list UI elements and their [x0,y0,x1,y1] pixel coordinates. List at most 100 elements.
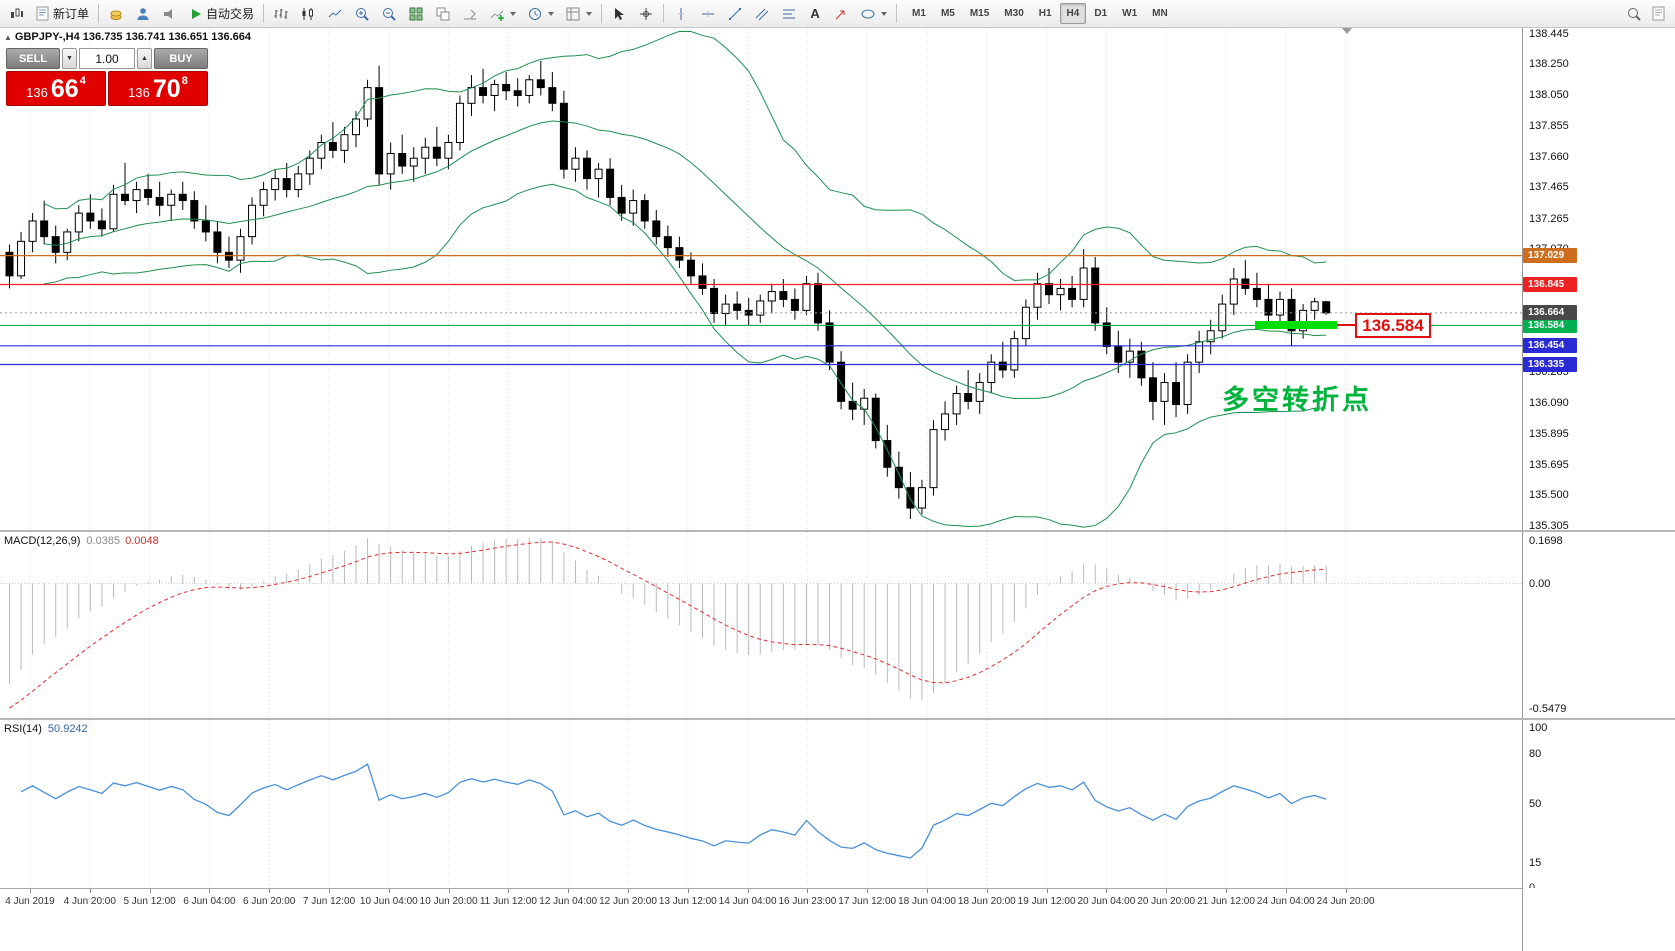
new-chart-button[interactable] [4,2,30,25]
price-scale-label: 137.465 [1529,181,1569,194]
new-order-button[interactable]: 新订单 [31,2,94,25]
scale-corner [1522,888,1675,951]
price-scale-label: 138.050 [1529,89,1569,102]
sell-quote[interactable]: 136 66 4 [6,71,106,106]
line-chart-icon [327,6,343,22]
sell-price-sup: 4 [79,75,86,87]
rsi-scale-label: 80 [1529,747,1542,760]
template-grid-icon [565,6,581,22]
time-axis-tick [1106,889,1108,893]
fibonacci-button[interactable] [776,2,802,25]
search-button[interactable] [1621,2,1647,25]
autotrading-play-icon [189,7,203,21]
volume-input[interactable]: 1.00 [79,48,135,69]
timeframe-d1[interactable]: D1 [1094,8,1108,19]
tile-windows-button[interactable] [403,2,429,25]
macd-scale-label: 0.00 [1529,577,1551,590]
price-scale-label: 135.895 [1529,427,1569,440]
time-axis-label: 4 Jun 2019 [5,896,55,907]
price-tag[interactable]: 136.335 [1523,356,1577,372]
rsi-scale: 100 80 50 15 0 [1522,720,1675,888]
help-button[interactable] [1647,2,1671,25]
price-tag[interactable]: 136.454 [1523,338,1577,354]
time-axis-label: 5 Jun 12:00 [123,896,176,907]
price-tag[interactable]: 136.584 [1523,317,1577,333]
time-axis-label: 7 Jun 12:00 [302,896,356,907]
timeframe-m30[interactable]: M30 [1004,8,1024,19]
cursor-button[interactable] [606,2,632,25]
time-axis-label: 24 Jun 04:00 [1256,896,1315,907]
macd-scale-label: 0.1698 [1529,535,1563,547]
timeframe-m15[interactable]: M15 [969,8,990,19]
cursor-icon [611,6,627,22]
timeframe-m1[interactable]: M1 [912,8,926,19]
price-scale-label: 137.265 [1529,212,1569,225]
price-chart[interactable] [0,28,1522,530]
symbol-marker-icon: ▲ [4,33,12,42]
trendline-button[interactable] [722,2,748,25]
auto-arrange-button[interactable] [430,2,456,25]
macd-chart[interactable] [0,532,1522,718]
bid-price-tag[interactable]: 136.664 [1523,305,1577,321]
crosshair-button[interactable] [633,2,659,25]
time-axis-tick [329,889,330,893]
shapes-button[interactable] [855,2,892,25]
indicators-button[interactable] [484,2,521,25]
vertical-line-button[interactable] [668,2,694,25]
buy-price-prefix: 136 [128,85,150,100]
turning-point-annotation-text[interactable]: 多空转折点 [1222,385,1372,415]
symbol-info: ▲ GBPJPY-,H4 136.735 136.741 136.651 136.… [4,31,251,43]
chart-shift-marker[interactable] [1342,28,1352,34]
price-tag[interactable]: 137.029 [1523,248,1577,264]
timeframe-h4[interactable]: H4 [1059,3,1087,24]
timeframe-bar: M1 M5 M15 M30 H1 H4 D1 W1 MN [905,3,1175,24]
grid-layer [29,720,1347,888]
annotation-leader-line [1337,324,1355,326]
volume-increase-button[interactable]: ▲ [137,48,152,69]
channel-button[interactable] [749,2,775,25]
sell-button[interactable]: SELL [6,48,60,69]
panel-separator[interactable] [0,530,1675,532]
help-doc-icon [1652,6,1666,22]
buy-price-big: 70 [152,75,181,103]
periods-button[interactable] [522,2,559,25]
time-axis-label: 18 Jun 20:00 [957,896,1016,907]
time-axis[interactable]: 4 Jun 2019 4 Jun 20:00 5 Jun 12:00 6 Jun 04… [0,888,1522,951]
candlestick-chart-button[interactable] [295,2,321,25]
terminal-button[interactable] [157,2,183,25]
price-tag[interactable]: 136.845 [1523,276,1577,292]
time-axis-tick [89,889,91,893]
arrow-tool-button[interactable] [828,2,854,25]
price-scale-label: 137.855 [1529,120,1569,133]
price-annotation-box[interactable]: 136.584 [1355,313,1431,338]
timeframe-h1[interactable]: H1 [1038,8,1052,19]
time-axis-label: 10 Jun 04:00 [359,896,418,907]
arrow-icon [833,6,849,22]
market-watch-button[interactable] [103,2,129,25]
templates-button[interactable] [560,2,597,25]
navigator-button[interactable] [130,2,156,25]
timeframe-mn[interactable]: MN [1152,8,1168,19]
volume-decrease-button[interactable]: ▼ [62,48,77,69]
timeframe-m5[interactable]: M5 [940,8,955,19]
horizontal-line-button[interactable] [695,2,721,25]
sell-price-big: 66 [50,75,79,103]
buy-quote[interactable]: 136 70 8 [108,71,208,106]
text-tool-button[interactable]: A [803,2,827,25]
panel-separator[interactable] [0,718,1675,720]
rsi-chart[interactable] [0,720,1522,888]
zoom-out-button[interactable] [376,2,402,25]
grid-layer [29,532,1347,718]
time-axis-label: 17 Jun 12:00 [838,896,897,907]
time-axis-tick [1166,889,1168,893]
line-chart-button[interactable] [322,2,348,25]
timeframe-w1[interactable]: W1 [1122,8,1138,19]
zoom-in-button[interactable] [349,2,375,25]
buy-button[interactable]: BUY [154,48,208,69]
turning-point-highlight-bar[interactable] [1255,321,1337,329]
autotrading-button[interactable]: 自动交易 [184,2,259,25]
search-icon [1626,6,1642,22]
tile-windows-icon [408,6,424,22]
chart-shift-button[interactable] [457,2,483,25]
bar-chart-button[interactable] [268,2,294,25]
